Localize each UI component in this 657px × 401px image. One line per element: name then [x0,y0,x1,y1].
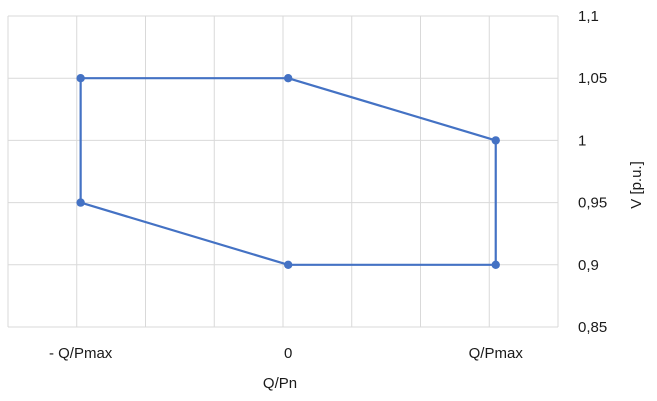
data-point [491,260,500,269]
data-point [283,74,293,83]
y-tick-labels: 0,85 0,9 0,95 1 1,05 1,1 [578,8,607,336]
data-point [491,136,500,145]
y-tick-label: 0,95 [578,195,607,212]
grid [7,15,559,328]
series-layer [76,74,500,269]
y-tick-label: 0,85 [578,319,607,336]
x-tick-label: - Q/Pmax [49,345,113,362]
x-axis-label: Q/Pn [263,375,297,392]
y-tick-label: 1,1 [578,8,599,25]
data-point [76,74,85,83]
y-tick-label: 0,9 [578,257,599,274]
x-tick-label: 0 [284,345,292,362]
x-tick-label: Q/Pmax [469,345,524,362]
y-tick-label: 1 [578,132,586,149]
series-line [79,77,497,266]
data-point [76,198,85,207]
data-point [283,260,293,269]
x-tick-labels: - Q/Pmax 0 Q/Pmax [49,345,523,362]
y-axis-label: V [p.u.] [628,161,645,209]
y-tick-label: 1,05 [578,70,607,87]
